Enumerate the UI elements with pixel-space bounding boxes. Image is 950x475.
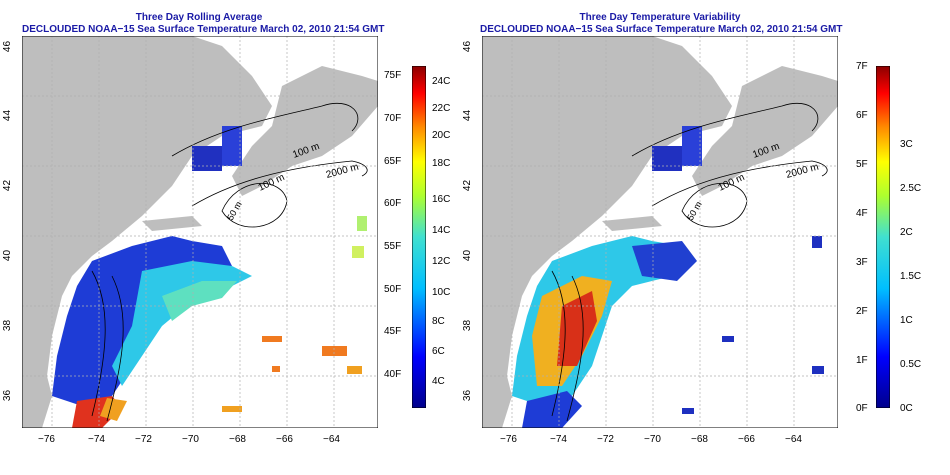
left-contour-100m <box>171 102 359 157</box>
left-lat-tick-46: 46 <box>2 40 14 53</box>
right-cb-c-1-5: 1.5C <box>900 271 922 282</box>
left-lat-tick-40: 40 <box>2 249 14 262</box>
left-lon-tick-64: −64 <box>323 434 340 445</box>
right-cb-f-2: 2F <box>856 306 868 317</box>
left-lon-tick-66: −66 <box>276 434 293 445</box>
left-cb-f-65: 65F <box>384 156 402 167</box>
right-lon-tick-66: −66 <box>738 434 755 445</box>
left-sst-map: 100 m 2000 m 100 m 50 m <box>22 36 378 428</box>
left-slope-water2 <box>162 281 237 321</box>
right-cb-c-0-5: 0.5C <box>900 359 922 370</box>
left-cb-f-40: 40F <box>384 369 402 380</box>
left-gulf-stream-warm <box>100 398 127 421</box>
right-contour-100m <box>631 102 819 157</box>
right-cb-c-2-5: 2.5C <box>900 183 922 194</box>
right-lat-tick-44: 44 <box>462 109 474 122</box>
right-long-island <box>602 216 662 231</box>
right-title-line2: DECLOUDED NOAA−15 Sea Surface Temperatur… <box>480 24 843 35</box>
right-cb-f-3: 3F <box>856 257 868 268</box>
right-cb-f-5: 5F <box>856 159 868 170</box>
right-land-mass <box>482 36 732 428</box>
right-nova-scotia <box>692 66 838 196</box>
right-contour-shelf2 <box>566 275 584 422</box>
left-cb-c-10: 10C <box>432 287 451 298</box>
right-cb-f-4: 4F <box>856 208 868 219</box>
left-cb-f-50: 50F <box>384 284 402 295</box>
left-land-mass <box>22 36 272 428</box>
right-lat-tick-46: 46 <box>462 40 474 53</box>
right-colorbar <box>876 66 890 408</box>
left-cb-c-16: 16C <box>432 194 451 205</box>
left-title-line2: DECLOUDED NOAA−15 Sea Surface Temperatur… <box>22 24 385 35</box>
left-cb-f-45: 45F <box>384 326 402 337</box>
right-gulf-stream-var <box>522 391 582 428</box>
left-cb-c-14: 14C <box>432 225 451 236</box>
right-lon-tick-74: −74 <box>550 434 567 445</box>
left-cb-c-4: 4C <box>432 376 445 387</box>
left-lon-tick-68: −68 <box>229 434 246 445</box>
right-lon-tick-68: −68 <box>691 434 708 445</box>
right-contour-shelf <box>551 270 566 417</box>
right-lat-tick-40: 40 <box>462 249 474 262</box>
left-cb-c-24: 24C <box>432 76 451 87</box>
left-contour-shelf2 <box>106 275 124 422</box>
right-cb-f-7: 7F <box>856 61 868 72</box>
left-cb-f-60: 60F <box>384 198 402 209</box>
right-cb-f-0: 0F <box>856 403 868 414</box>
right-contour-2000m <box>651 160 828 207</box>
left-lat-tick-38: 38 <box>2 319 14 332</box>
left-cb-c-8: 8C <box>432 316 445 327</box>
left-title-line1: Three Day Rolling Average <box>135 12 263 23</box>
left-cb-c-20: 20C <box>432 130 451 141</box>
right-lat-tick-38: 38 <box>462 319 474 332</box>
right-lon-tick-64: −64 <box>785 434 802 445</box>
left-cb-c-18: 18C <box>432 158 451 169</box>
left-colorbar <box>412 66 426 408</box>
right-lat-tick-36: 36 <box>462 389 474 402</box>
left-contour-2000m <box>191 160 368 207</box>
left-lon-tick-76: −76 <box>38 434 55 445</box>
left-lat-tick-42: 42 <box>2 179 14 192</box>
right-variability-map: 100 m 2000 m 100 m 50 m <box>482 36 838 428</box>
right-cb-c-2: 2C <box>900 227 913 238</box>
left-lat-tick-36: 36 <box>2 389 14 402</box>
left-contour-shelf <box>91 270 106 417</box>
right-cb-c-0: 0C <box>900 403 913 414</box>
left-cb-c-12: 12C <box>432 256 451 267</box>
right-cb-f-1: 1F <box>856 355 868 366</box>
left-cb-c-6: 6C <box>432 346 445 357</box>
left-cb-c-22: 22C <box>432 103 451 114</box>
right-peak-var <box>557 291 597 366</box>
right-cb-c-1: 1C <box>900 315 913 326</box>
left-cb-f-70: 70F <box>384 113 402 124</box>
right-cb-f-6: 6F <box>856 110 868 121</box>
left-cb-f-75: 75F <box>384 70 402 81</box>
right-lon-tick-76: −76 <box>500 434 517 445</box>
right-lat-tick-42: 42 <box>462 179 474 192</box>
left-nova-scotia <box>232 66 378 196</box>
right-title-line1: Three Day Temperature Variability <box>579 12 741 23</box>
left-lon-tick-72: −72 <box>135 434 152 445</box>
right-cb-c-3: 3C <box>900 139 913 150</box>
right-lon-tick-70: −70 <box>644 434 661 445</box>
left-cb-f-55: 55F <box>384 241 402 252</box>
left-long-island <box>142 216 202 231</box>
left-lon-tick-74: −74 <box>88 434 105 445</box>
left-lon-tick-70: −70 <box>182 434 199 445</box>
left-lat-tick-44: 44 <box>2 109 14 122</box>
right-east-var <box>632 241 697 281</box>
right-lon-tick-72: −72 <box>597 434 614 445</box>
